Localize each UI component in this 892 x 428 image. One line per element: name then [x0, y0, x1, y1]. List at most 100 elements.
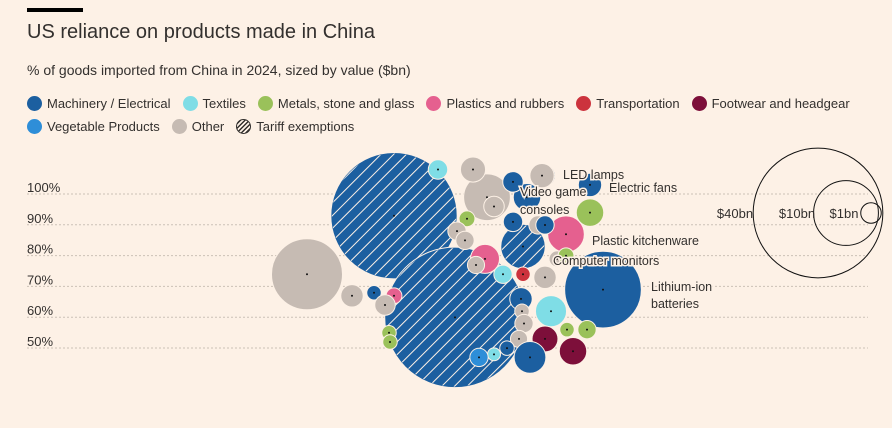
bubble-center-dot	[393, 214, 395, 217]
y-tick-label: 60%	[27, 303, 53, 318]
legend-swatch-tariff	[236, 119, 252, 134]
bubble-center-dot	[388, 331, 390, 334]
bubble-center-dot	[529, 356, 531, 359]
y-tick-label: 90%	[27, 211, 53, 226]
annotation-label: Lithium-ion	[651, 280, 712, 294]
bubble-center-dot	[541, 174, 543, 177]
bubble-center-dot	[586, 328, 588, 331]
bubble-center-dot	[466, 217, 468, 220]
legend-swatch-plastics	[426, 96, 442, 111]
bubble-center-dot	[475, 264, 477, 266]
chart-subtitle: % of goods imported from China in 2024, …	[27, 62, 411, 78]
bubble-center-dot	[544, 223, 546, 226]
bubble-center-dot	[544, 276, 546, 279]
bubble-center-dot	[502, 273, 504, 276]
bubble-center-dot	[384, 304, 386, 307]
bubble-center-dot	[506, 347, 508, 350]
bubble-center-dot	[565, 233, 567, 236]
bubble-center-dot	[589, 211, 591, 214]
legend-item-vegetable: Vegetable Products	[27, 119, 160, 134]
bubble-center-dot	[512, 180, 514, 183]
bubble-center-dot	[456, 230, 458, 233]
bubble-center-dot	[389, 341, 391, 343]
bubble-center-dot	[565, 254, 567, 257]
bubble-center-dot	[572, 350, 574, 353]
size-legend-label: $1bn	[830, 206, 859, 221]
annotation-label: consoles	[520, 203, 569, 217]
bubble-center-dot	[393, 294, 395, 297]
bubble-center-dot	[512, 220, 514, 223]
size-legend-circle	[752, 147, 884, 279]
size-legend-label: $40bn	[717, 206, 753, 221]
legend-row-2: Vegetable Products Other Tariff exemptions	[27, 115, 867, 138]
bubble-center-dot	[472, 168, 474, 171]
bubble-center-dot	[351, 294, 353, 297]
legend-item-tariff: Tariff exemptions	[236, 119, 354, 134]
y-tick-label: 50%	[27, 334, 53, 349]
annotation-label: Electric fans	[609, 181, 677, 195]
bubble-center-dot	[518, 337, 520, 340]
y-tick-label: 70%	[27, 272, 53, 287]
legend-swatch-metals	[257, 96, 273, 111]
y-tick-label: 80%	[27, 242, 53, 257]
bubble-center-dot	[478, 356, 480, 359]
size-legend-circle	[813, 180, 879, 246]
bubble-center-dot	[437, 168, 439, 171]
bubble-center-dot	[486, 196, 488, 199]
legend-swatch-vegetable	[27, 119, 42, 134]
legend-item-footwear: Footwear and headgear	[691, 96, 850, 111]
legend-label-plastics: Plastics and rubbers	[446, 96, 565, 111]
bubble-center-dot	[493, 353, 495, 356]
chart-title: US reliance on products made in China	[27, 21, 375, 43]
annotation-label: Plastic kitchenware	[592, 234, 699, 248]
bubble-center-dot	[373, 291, 375, 294]
size-legend-label: $10bn	[779, 206, 815, 221]
legend-label-transportation: Transportation	[596, 96, 680, 111]
bubble-center-dot	[522, 245, 524, 248]
legend-item-metals: Metals, stone and glass	[257, 96, 415, 111]
bubble-center-dot	[522, 273, 524, 276]
legend-swatch-transportation	[576, 96, 592, 111]
bubble-center-dot	[556, 257, 558, 260]
bubble-center-dot	[520, 297, 522, 300]
y-tick-label: 100%	[27, 180, 61, 195]
bubble-center-dot	[566, 328, 568, 331]
legend-swatch-machinery	[27, 96, 42, 111]
legend-label-metals: Metals, stone and glass	[277, 96, 415, 111]
bubble-center-dot	[602, 288, 604, 291]
bubble-center-dot	[484, 257, 486, 260]
legend-item-plastics: Plastics and rubbers	[426, 96, 564, 111]
legend-label-footwear: Footwear and headgear	[711, 96, 850, 111]
brand-bar	[27, 8, 83, 12]
bubble-center-dot	[589, 183, 591, 186]
bubble-center-dot	[526, 196, 528, 199]
legend-label-vegetable: Vegetable Products	[47, 119, 160, 134]
annotation-label: Computer monitors	[553, 254, 659, 268]
legend-label-machinery: Machinery / Electrical	[47, 96, 171, 111]
legend-label-textiles: Textiles	[202, 96, 246, 111]
bubble-center-dot	[550, 310, 552, 313]
legend-item-transportation: Transportation	[576, 96, 680, 111]
legend-swatch-textiles	[182, 96, 198, 111]
legend-item-textiles: Textiles	[182, 96, 246, 111]
legend-swatch-footwear	[691, 96, 707, 111]
bubble-center-dot	[306, 273, 308, 276]
legend-item-other: Other	[171, 119, 225, 134]
legend: Machinery / Electrical Textiles Metals, st…	[27, 92, 867, 138]
legend-swatch-other	[171, 119, 187, 134]
bubble-center-dot	[544, 337, 546, 340]
annotation-label: batteries	[651, 297, 699, 311]
legend-label-tariff: Tariff exemptions	[256, 119, 355, 134]
bubble-center-dot	[454, 316, 456, 319]
bubble-center-dot	[523, 322, 525, 325]
annotation-label: Video game	[520, 185, 587, 199]
legend-item-machinery: Machinery / Electrical	[27, 96, 171, 111]
size-legend-circle	[860, 202, 882, 224]
annotation-label: LED lamps	[563, 168, 624, 182]
legend-label-other: Other	[191, 119, 225, 134]
bubble-center-dot	[464, 239, 466, 242]
bubble-center-dot	[493, 205, 495, 208]
legend-row-1: Machinery / Electrical Textiles Metals, st…	[27, 92, 867, 115]
bubble-center-dot	[521, 310, 523, 313]
